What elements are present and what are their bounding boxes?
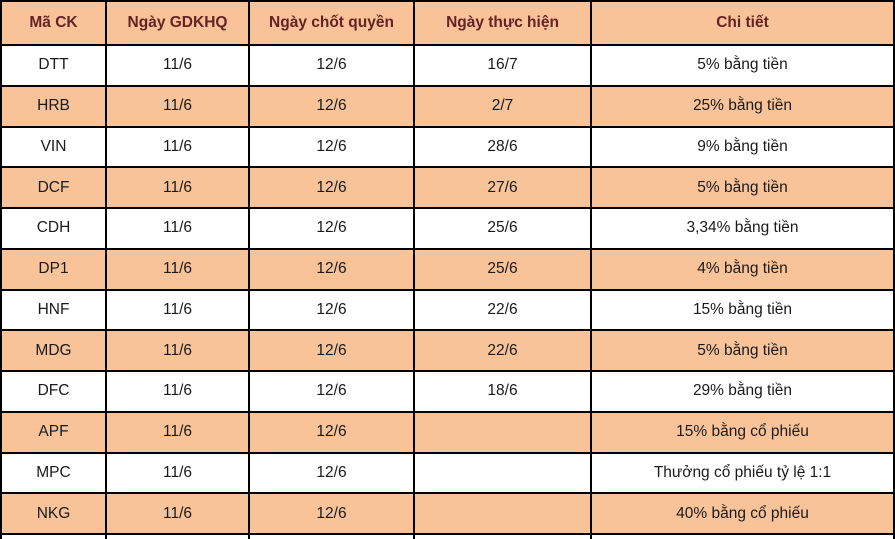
cell-ngay-gdkhq: 11/6 <box>105 247 250 291</box>
cell-chi-tiet: 9% bằng tiền <box>590 125 895 169</box>
cell-chi-tiet: 15% bằng cổ phiếu <box>590 410 895 454</box>
empty-cell <box>0 533 107 539</box>
cell-ngay-chot-quyen: 12/6 <box>248 370 415 413</box>
empty-cell <box>105 533 250 539</box>
cell-ngay-gdkhq: 11/6 <box>105 370 250 413</box>
table-row: APF 11/6 12/6 15% bằng cổ phiếu <box>0 410 895 454</box>
cell-ngay-thuc-hien: 16/7 <box>413 44 592 87</box>
header-cell-ma-ck: Mã CK <box>0 0 107 46</box>
cell-ma-ck: MPC <box>0 451 107 495</box>
table-row: DCF 11/6 12/6 27/6 5% bằng tiền <box>0 166 895 209</box>
table-row: DTT 11/6 12/6 16/7 5% bằng tiền <box>0 44 895 87</box>
cell-ngay-thuc-hien: 18/6 <box>413 370 592 413</box>
cell-ma-ck: DFC <box>0 370 107 413</box>
cell-ngay-thuc-hien: 2/7 <box>413 84 592 128</box>
table-row: CDH 11/6 12/6 25/6 3,34% bằng tiền <box>0 207 895 250</box>
cell-ma-ck: DTT <box>0 44 107 87</box>
cell-ngay-thuc-hien <box>413 410 592 454</box>
empty-cell <box>248 533 415 539</box>
table-row: DP1 11/6 12/6 25/6 4% bằng tiền <box>0 247 895 291</box>
cell-ngay-thuc-hien <box>413 492 592 535</box>
cell-ngay-thuc-hien: 22/6 <box>413 329 592 372</box>
cell-ngay-gdkhq: 11/6 <box>105 492 250 535</box>
header-row: Mã CK Ngày GDKHQ Ngày chốt quyền Ngày th… <box>0 0 895 46</box>
cell-ma-ck: DP1 <box>0 247 107 291</box>
cell-ngay-gdkhq: 11/6 <box>105 125 250 169</box>
cell-ngay-thuc-hien: 25/6 <box>413 207 592 250</box>
cell-chi-tiet: 4% bằng tiền <box>590 247 895 291</box>
cell-ma-ck: HNF <box>0 288 107 332</box>
cell-ngay-thuc-hien: 22/6 <box>413 288 592 332</box>
cell-ngay-gdkhq: 11/6 <box>105 410 250 454</box>
cell-ngay-chot-quyen: 12/6 <box>248 451 415 495</box>
header-cell-ngay-chot-quyen: Ngày chốt quyền <box>248 0 415 46</box>
table-row: MPC 11/6 12/6 Thưởng cổ phiếu tỷ lệ 1:1 <box>0 451 895 495</box>
cell-ngay-gdkhq: 11/6 <box>105 44 250 87</box>
cell-ngay-chot-quyen: 12/6 <box>248 125 415 169</box>
cell-ngay-chot-quyen: 12/6 <box>248 492 415 535</box>
table-row: VIN 11/6 12/6 28/6 9% bằng tiền <box>0 125 895 169</box>
cell-ngay-chot-quyen: 12/6 <box>248 329 415 372</box>
cell-ngay-chot-quyen: 12/6 <box>248 410 415 454</box>
cell-ngay-chot-quyen: 12/6 <box>248 166 415 209</box>
cell-chi-tiet: 15% bằng tiền <box>590 288 895 332</box>
cell-ma-ck: NKG <box>0 492 107 535</box>
table-row: HNF 11/6 12/6 22/6 15% bằng tiền <box>0 288 895 332</box>
cell-ngay-chot-quyen: 12/6 <box>248 247 415 291</box>
cell-ngay-gdkhq: 11/6 <box>105 329 250 372</box>
cell-chi-tiet: 25% bằng tiền <box>590 84 895 128</box>
cell-ma-ck: CDH <box>0 207 107 250</box>
partial-clipped-row <box>0 533 895 539</box>
cell-chi-tiet: 29% bằng tiền <box>590 370 895 413</box>
empty-cell <box>413 533 592 539</box>
table-row: NKG 11/6 12/6 40% bằng cổ phiếu <box>0 492 895 535</box>
cell-ngay-chot-quyen: 12/6 <box>248 207 415 250</box>
empty-cell <box>590 533 895 539</box>
cell-ngay-gdkhq: 11/6 <box>105 451 250 495</box>
cell-ngay-gdkhq: 11/6 <box>105 84 250 128</box>
cell-chi-tiet: 5% bằng tiền <box>590 44 895 87</box>
cell-chi-tiet: 5% bằng tiền <box>590 166 895 209</box>
cell-ma-ck: MDG <box>0 329 107 372</box>
cell-ma-ck: HRB <box>0 84 107 128</box>
cell-ma-ck: APF <box>0 410 107 454</box>
cell-ngay-thuc-hien: 28/6 <box>413 125 592 169</box>
cell-ngay-gdkhq: 11/6 <box>105 166 250 209</box>
cell-ngay-chot-quyen: 12/6 <box>248 44 415 87</box>
table-row: HRB 11/6 12/6 2/7 25% bằng tiền <box>0 84 895 128</box>
table-row: DFC 11/6 12/6 18/6 29% bằng tiền <box>0 370 895 413</box>
cell-ma-ck: VIN <box>0 125 107 169</box>
cell-chi-tiet: 5% bằng tiền <box>590 329 895 372</box>
header-cell-chi-tiet: Chi tiết <box>590 0 895 46</box>
cell-ngay-chot-quyen: 12/6 <box>248 84 415 128</box>
cell-chi-tiet: Thưởng cổ phiếu tỷ lệ 1:1 <box>590 451 895 495</box>
cell-ngay-thuc-hien <box>413 451 592 495</box>
cell-ma-ck: DCF <box>0 166 107 209</box>
cell-chi-tiet: 40% bằng cổ phiếu <box>590 492 895 535</box>
header-cell-ngay-thuc-hien: Ngày thực hiện <box>413 0 592 46</box>
cell-ngay-chot-quyen: 12/6 <box>248 288 415 332</box>
cell-ngay-gdkhq: 11/6 <box>105 207 250 250</box>
cell-ngay-gdkhq: 11/6 <box>105 288 250 332</box>
cell-chi-tiet: 3,34% bằng tiền <box>590 207 895 250</box>
header-cell-ngay-gdkhq: Ngày GDKHQ <box>105 0 250 46</box>
cell-ngay-thuc-hien: 25/6 <box>413 247 592 291</box>
cell-ngay-thuc-hien: 27/6 <box>413 166 592 209</box>
table-row: MDG 11/6 12/6 22/6 5% bằng tiền <box>0 329 895 372</box>
